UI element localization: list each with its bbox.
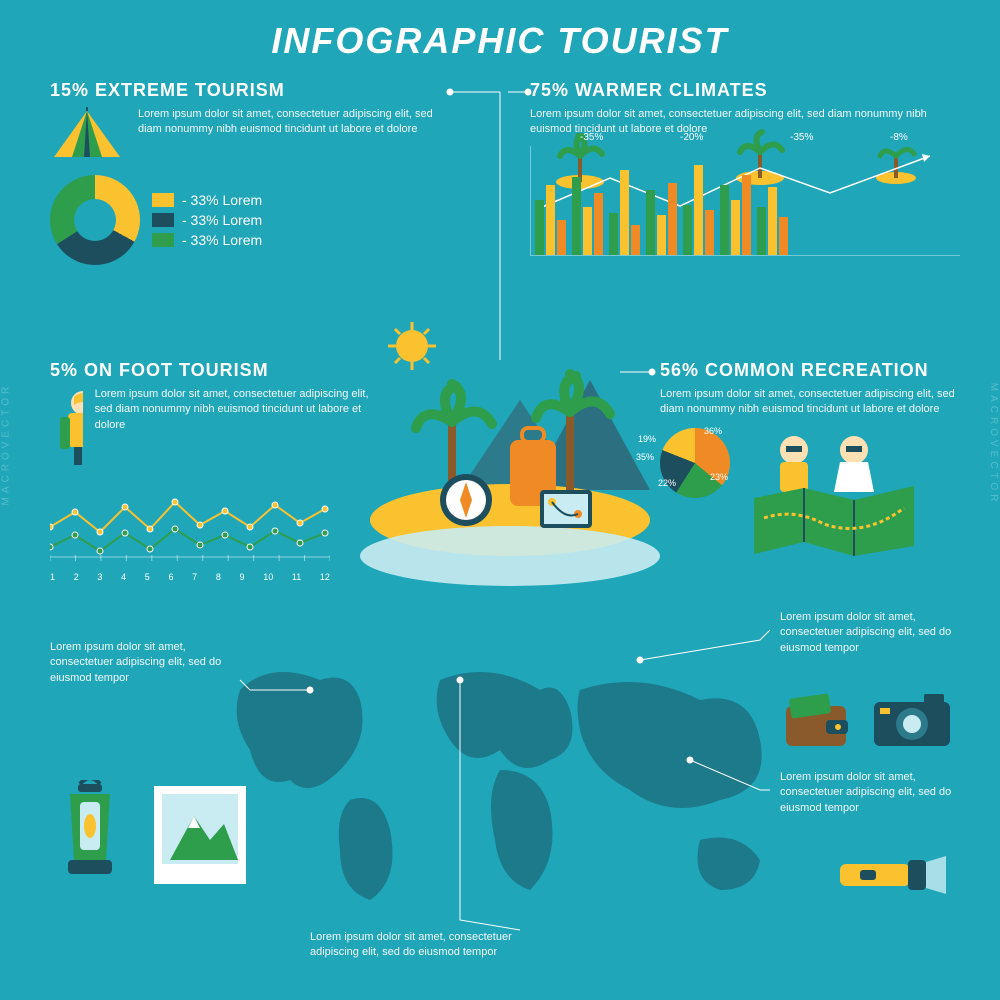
bar <box>572 177 581 255</box>
section-onfoot: 5% ON FOOT TOURISM Lorem ipsum dolor sit… <box>50 360 380 582</box>
bar <box>557 220 566 255</box>
bar-group <box>535 185 566 255</box>
bar <box>646 190 655 255</box>
pie-chart: 36%23%22%19% <box>660 428 730 498</box>
legend-item: - 33% Lorem <box>152 232 262 248</box>
bar <box>609 213 618 255</box>
bar <box>720 185 729 255</box>
bottom-left-block: Lorem ipsum dolor sit amet, consectetuer… <box>50 640 230 686</box>
legend-item: - 33% Lorem <box>152 212 262 228</box>
pie-slice-label: 19% <box>638 434 656 444</box>
bar-annotation: -20% <box>680 132 703 143</box>
tick-label: 1 <box>50 572 55 582</box>
pie-slice-label: 36% <box>704 426 722 436</box>
bar <box>705 210 714 255</box>
tick-label: 3 <box>97 572 102 582</box>
bar <box>583 207 592 255</box>
bar <box>694 165 703 255</box>
bar <box>535 200 544 255</box>
bottom-left-icons <box>50 780 250 890</box>
heading-extreme: 15% EXTREME TOURISM <box>50 80 450 101</box>
watermark-left: MACROVECTOR <box>1 383 12 506</box>
bar-group <box>683 165 714 255</box>
bar <box>757 207 766 255</box>
world-map-icon <box>200 640 800 920</box>
pie-slice-label: 22% <box>658 478 676 488</box>
bar-group <box>646 183 677 255</box>
bar <box>683 205 692 255</box>
bar <box>768 187 777 255</box>
bar <box>742 175 751 255</box>
br-icons-2 <box>830 850 950 905</box>
watermark: MACROVECTOR <box>989 383 1000 506</box>
br-text-1: Lorem ipsum dolor sit amet, consectetuer… <box>780 610 970 656</box>
bar <box>657 215 666 255</box>
bar-group <box>757 187 788 255</box>
camera-icon <box>870 690 954 750</box>
tick-label: 2 <box>74 572 79 582</box>
line-x-axis: 123456789101112 <box>50 572 330 582</box>
br-text-2: Lorem ipsum dolor sit amet, consectetuer… <box>780 770 970 816</box>
flashlight-icon <box>830 850 950 900</box>
br-block-2: Lorem ipsum dolor sit amet, consectetuer… <box>780 770 970 816</box>
pie-label: 35% <box>636 452 654 462</box>
br-block-1: Lorem ipsum dolor sit amet, consectetuer… <box>780 610 970 656</box>
bar <box>668 183 677 255</box>
tick-label: 11 <box>292 572 301 582</box>
tent-icon <box>50 107 124 161</box>
tick-label: 7 <box>192 572 197 582</box>
tick-label: 10 <box>263 572 273 582</box>
island-scene <box>360 320 660 605</box>
bottom-center-text: Lorem ipsum dolor sit amet, consectetuer… <box>310 930 520 961</box>
main-title: INFOGRAPHIC TOURIST <box>40 20 960 62</box>
tourists-map-icon <box>744 428 924 558</box>
lantern-icon <box>50 780 130 890</box>
line-chart <box>50 477 330 567</box>
section-warmer: 75% WARMER CLIMATES Lorem ipsum dolor si… <box>530 80 960 256</box>
bar-group <box>609 170 640 255</box>
heading-recreation: 56% COMMON RECREATION <box>660 360 970 381</box>
bar-annotation: -35% <box>580 132 603 143</box>
tick-label: 6 <box>168 572 173 582</box>
world-map <box>200 640 800 925</box>
recreation-lorem: Lorem ipsum dolor sit amet, consectetuer… <box>660 387 970 418</box>
bar-group <box>572 177 603 255</box>
wallet-icon <box>780 690 854 750</box>
section-extreme: 15% EXTREME TOURISM Lorem ipsum dolor si… <box>50 80 450 265</box>
bar <box>631 225 640 255</box>
bar <box>594 193 603 255</box>
photo-mountain-icon <box>150 780 250 890</box>
bl-text: Lorem ipsum dolor sit amet, consectetuer… <box>50 640 230 686</box>
bar <box>546 185 555 255</box>
extreme-lorem: Lorem ipsum dolor sit amet, consectetuer… <box>138 107 450 161</box>
tick-label: 12 <box>320 572 330 582</box>
donut-chart <box>50 175 140 265</box>
bar <box>620 170 629 255</box>
bar-annotation: -8% <box>890 132 908 143</box>
bar <box>779 217 788 255</box>
island-illustration-icon <box>360 320 660 600</box>
tick-label: 4 <box>121 572 126 582</box>
hiker-icon <box>50 387 83 467</box>
bar <box>731 200 740 255</box>
heading-warmer: 75% WARMER CLIMATES <box>530 80 960 101</box>
donut-legend: - 33% Lorem - 33% Lorem - 33% Lorem <box>152 188 262 252</box>
tick-label: 5 <box>145 572 150 582</box>
tick-label: 9 <box>240 572 245 582</box>
section-recreation: 56% COMMON RECREATION Lorem ipsum dolor … <box>660 360 970 558</box>
heading-onfoot: 5% ON FOOT TOURISM <box>50 360 380 381</box>
bar-chart <box>530 146 960 256</box>
bar-annotation: -35% <box>790 132 813 143</box>
infographic-canvas: INFOGRAPHIC TOURIST 15% EXTREME TOURISM … <box>0 0 1000 1000</box>
bar-group <box>720 175 751 255</box>
tick-label: 8 <box>216 572 221 582</box>
onfoot-lorem: Lorem ipsum dolor sit amet, consectetuer… <box>95 387 380 467</box>
br-icons-1 <box>780 690 954 750</box>
legend-item: - 33% Lorem <box>152 192 262 208</box>
pie-slice-label: 23% <box>710 472 728 482</box>
